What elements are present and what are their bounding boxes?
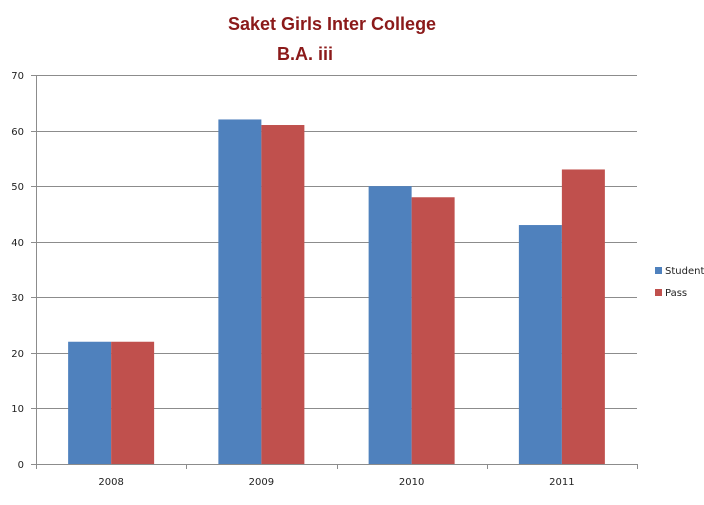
x-tick-label: 2011 <box>549 477 574 488</box>
legend-swatch-pass <box>655 289 662 296</box>
bar-student-2010 <box>368 186 412 464</box>
y-tick-label: 40 <box>11 238 24 249</box>
legend-label-pass: Pass <box>665 288 687 299</box>
y-tick-label: 0 <box>18 460 24 471</box>
legend-swatch-student <box>655 267 662 274</box>
bar-student-2008 <box>68 341 112 464</box>
y-tick-label: 10 <box>11 404 24 415</box>
chart-subtitle: B.A. iii <box>277 44 334 64</box>
bar-student-2011 <box>518 225 562 464</box>
x-tick-label: 2008 <box>98 477 123 488</box>
bar-pass-2010 <box>411 197 455 464</box>
legend-label-student: Student <box>665 266 704 277</box>
bar-pass-2009 <box>261 125 305 464</box>
x-tick-label: 2010 <box>399 477 424 488</box>
y-tick-label: 20 <box>11 349 24 360</box>
y-tick-label: 70 <box>11 71 24 82</box>
y-tick-label: 60 <box>11 127 24 138</box>
x-tick-label: 2009 <box>249 477 274 488</box>
bar-pass-2011 <box>561 169 605 464</box>
bar-student-2009 <box>218 119 262 464</box>
bar-pass-2008 <box>111 341 155 464</box>
chart-title: Saket Girls Inter College <box>228 14 437 34</box>
y-tick-label: 50 <box>11 182 24 193</box>
y-tick-label: 30 <box>11 293 24 304</box>
